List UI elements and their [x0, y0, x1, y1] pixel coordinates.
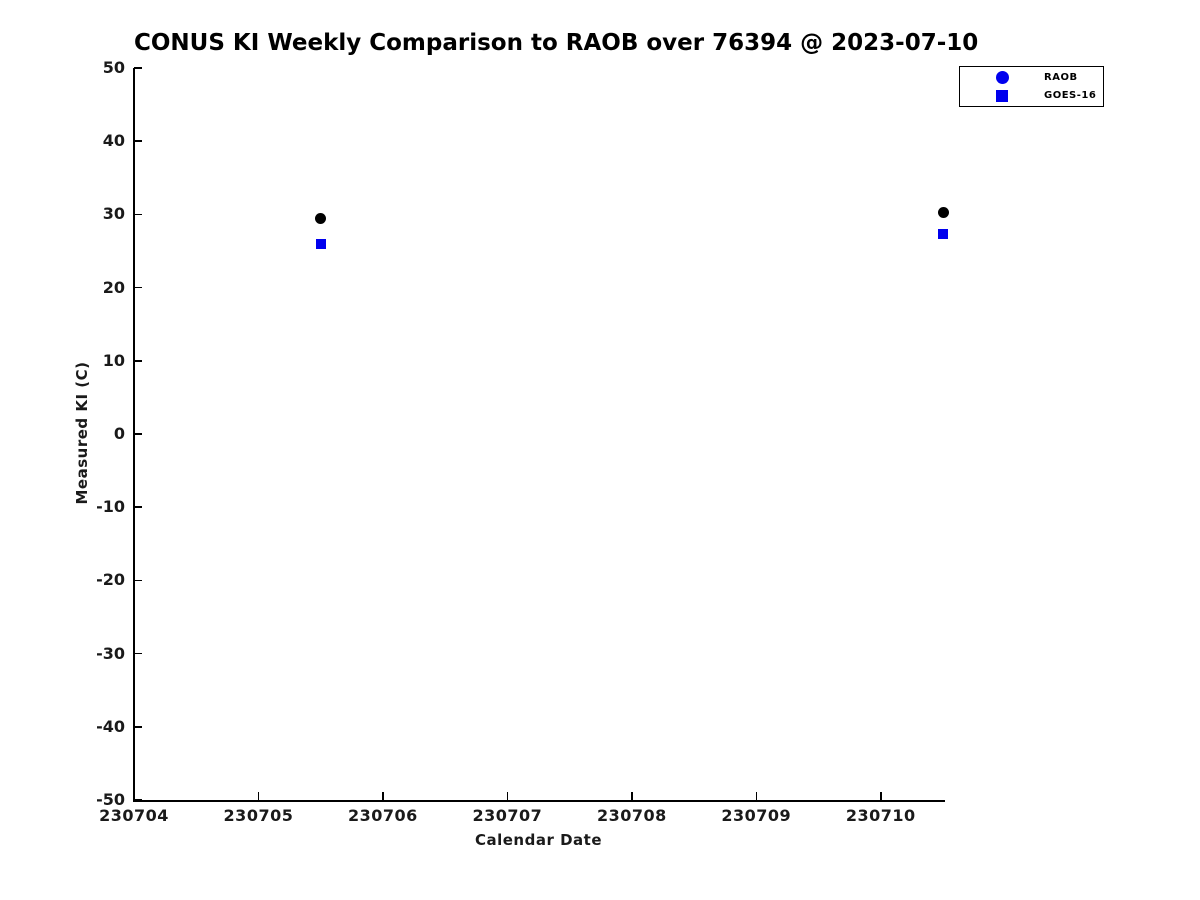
x-axis-label: Calendar Date: [474, 831, 603, 849]
y-tick: [134, 433, 142, 435]
y-tick: [134, 360, 142, 362]
x-tick-label: 230710: [845, 806, 916, 825]
data-point-raob: [315, 213, 327, 225]
x-tick: [506, 792, 509, 800]
y-tick-label: -40: [96, 716, 125, 736]
y-tick: [134, 286, 142, 289]
x-tick: [755, 792, 758, 800]
y-tick: [134, 140, 142, 142]
legend-label: RAOB: [1044, 71, 1078, 83]
circle-marker-glyph: [995, 70, 1009, 84]
x-tick-label: 230708: [596, 806, 667, 825]
x-tick-label: 230705: [223, 806, 294, 825]
legend-item-goes-16: GOES-16: [960, 87, 1103, 104]
x-tick-label: 230707: [472, 806, 543, 825]
chart-title: CONUS KI Weekly Comparison to RAOB over …: [134, 30, 979, 56]
data-point-raob: [937, 206, 949, 218]
legend-circle-icon: [960, 70, 1044, 84]
y-tick: [134, 506, 142, 508]
y-tick-label: -10: [96, 497, 125, 517]
y-tick: [134, 726, 142, 728]
y-tick: [134, 213, 142, 216]
y-axis-spine: [133, 68, 135, 802]
y-tick-label: 20: [102, 277, 125, 297]
x-tick: [880, 792, 882, 800]
legend-label: GOES-16: [1044, 90, 1097, 102]
y-tick-label: -30: [96, 643, 125, 663]
x-tick: [257, 792, 260, 800]
y-tick: [134, 67, 142, 69]
y-tick-label: 30: [102, 204, 125, 224]
data-point-goes-16: [315, 238, 326, 249]
x-tick-label: 230704: [99, 806, 169, 825]
y-tick: [134, 579, 142, 582]
y-tick-label: 40: [102, 131, 125, 151]
y-tick: [134, 652, 142, 655]
y-tick-label: 0: [113, 424, 125, 443]
x-tick: [133, 792, 135, 800]
square-marker-glyph: [996, 89, 1008, 102]
x-tick-label: 230706: [348, 806, 418, 825]
legend-square-icon: [960, 89, 1044, 102]
y-tick: [134, 799, 142, 801]
x-tick: [631, 792, 633, 800]
y-tick-label: -50: [96, 790, 125, 809]
x-tick: [382, 792, 384, 800]
y-tick-label: 10: [102, 350, 125, 370]
y-tick-label: 50: [102, 58, 125, 77]
legend-item-raob: RAOB: [960, 69, 1103, 86]
x-axis-spine: [133, 800, 945, 802]
legend: RAOB GOES-16: [959, 66, 1104, 107]
y-tick-label: -20: [96, 570, 125, 590]
data-point-goes-16: [938, 229, 948, 240]
x-tick-label: 230709: [721, 806, 792, 825]
